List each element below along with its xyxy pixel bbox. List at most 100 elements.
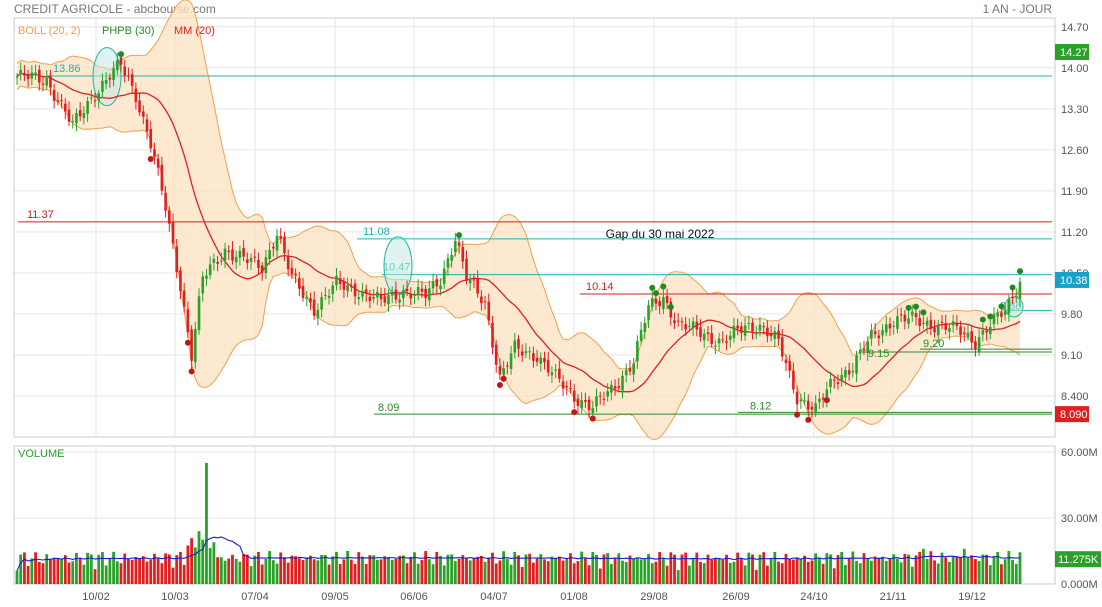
volume-bar bbox=[186, 545, 190, 584]
date-tick-label: 21/11 bbox=[880, 591, 907, 603]
candle-body bbox=[751, 322, 754, 332]
candle-body bbox=[717, 338, 721, 344]
volume-bar bbox=[988, 565, 992, 584]
candle-body bbox=[253, 256, 257, 258]
candle-body bbox=[702, 333, 706, 341]
volume-bar bbox=[212, 542, 216, 584]
candle-body bbox=[205, 275, 208, 279]
candle-body bbox=[777, 330, 780, 339]
candle-body bbox=[26, 73, 30, 80]
candle-body bbox=[41, 83, 45, 85]
hline-label: 13.86 bbox=[53, 63, 81, 75]
volume-bar bbox=[253, 555, 257, 584]
candle-body bbox=[134, 88, 138, 102]
candle-body bbox=[327, 295, 331, 298]
signal-dot bbox=[660, 283, 667, 290]
volume-bar bbox=[725, 554, 728, 584]
volume-bar bbox=[650, 563, 654, 584]
candle-body bbox=[279, 236, 283, 239]
candle-body bbox=[610, 384, 613, 393]
candle-body bbox=[517, 339, 520, 349]
period-label: 1 AN - JOUR bbox=[982, 2, 1052, 16]
volume-bar bbox=[472, 557, 476, 584]
volume-bar bbox=[260, 564, 264, 584]
volume-bar bbox=[19, 554, 23, 584]
volume-bar bbox=[561, 560, 565, 584]
volume-bar bbox=[75, 552, 78, 584]
volume-bar bbox=[275, 563, 279, 584]
volume-bar bbox=[606, 553, 610, 584]
volume-bar bbox=[654, 561, 658, 584]
volume-bar bbox=[855, 560, 858, 584]
candle-body bbox=[63, 103, 67, 112]
candle-body bbox=[15, 76, 19, 78]
volume-bar bbox=[598, 568, 602, 584]
volume-bar bbox=[881, 556, 884, 584]
volume-bar bbox=[732, 561, 736, 584]
candle-body bbox=[483, 301, 487, 303]
volume-bar bbox=[602, 554, 606, 584]
volume-bar bbox=[483, 561, 487, 584]
volume-bar bbox=[851, 551, 855, 584]
candle-body bbox=[398, 299, 401, 303]
signal-dot bbox=[998, 303, 1005, 310]
candle-body bbox=[123, 66, 127, 76]
volume-bar bbox=[754, 569, 758, 584]
candle-body bbox=[227, 250, 231, 253]
signal-dot bbox=[979, 316, 986, 323]
volume-bar bbox=[840, 551, 844, 584]
candle-body bbox=[747, 323, 751, 325]
volume-bar bbox=[870, 560, 873, 584]
candle-body bbox=[37, 69, 41, 83]
candle-body bbox=[316, 309, 320, 319]
candle-body bbox=[535, 357, 539, 362]
volume-bar bbox=[145, 561, 149, 584]
candle-body bbox=[513, 340, 517, 353]
candle-body bbox=[145, 119, 149, 132]
volume-bar bbox=[639, 559, 643, 584]
candle-body bbox=[910, 311, 914, 316]
signal-dot bbox=[184, 339, 191, 346]
volume-bar bbox=[37, 562, 41, 584]
volume-bar bbox=[788, 559, 792, 584]
signal-dot bbox=[912, 303, 919, 310]
candle-body bbox=[424, 288, 427, 299]
candle-body bbox=[639, 329, 643, 341]
candle-body bbox=[201, 276, 205, 294]
candle-body bbox=[383, 296, 387, 303]
candle-body bbox=[86, 101, 89, 114]
volume-bar bbox=[505, 558, 509, 584]
price-tick-label: 9.10 bbox=[1061, 350, 1082, 362]
candle-body bbox=[572, 390, 576, 402]
volume-bar bbox=[970, 555, 974, 584]
signal-dot bbox=[1017, 268, 1023, 275]
candle-body bbox=[257, 260, 260, 268]
candle-body bbox=[617, 386, 621, 388]
volume-bar bbox=[216, 557, 219, 584]
volume-bar bbox=[149, 559, 153, 584]
volume-bar bbox=[60, 559, 63, 584]
volume-bar bbox=[286, 562, 290, 584]
candle-body bbox=[82, 113, 86, 118]
volume-bar bbox=[818, 558, 821, 584]
candle-body bbox=[658, 301, 661, 307]
volume-ma-line bbox=[16, 536, 1021, 572]
candle-body bbox=[346, 285, 349, 292]
candle-body bbox=[810, 406, 814, 410]
candle-body bbox=[613, 386, 617, 389]
candle-body bbox=[394, 289, 398, 300]
volume-bar bbox=[918, 551, 922, 584]
price-tick-label: 13.30 bbox=[1061, 104, 1089, 116]
candle-body bbox=[450, 254, 453, 261]
candle-body bbox=[119, 57, 123, 65]
volume-bar bbox=[676, 570, 680, 584]
volume-bar bbox=[30, 558, 34, 584]
volume-bar bbox=[992, 555, 996, 584]
volume-bar bbox=[427, 559, 431, 584]
volume-bar bbox=[104, 565, 108, 584]
volume-bar bbox=[777, 561, 780, 584]
price-badges: 14.27 10.38 8.090 11.275K bbox=[1055, 43, 1101, 568]
volume-bar bbox=[550, 556, 554, 584]
volume-bar bbox=[401, 555, 405, 584]
